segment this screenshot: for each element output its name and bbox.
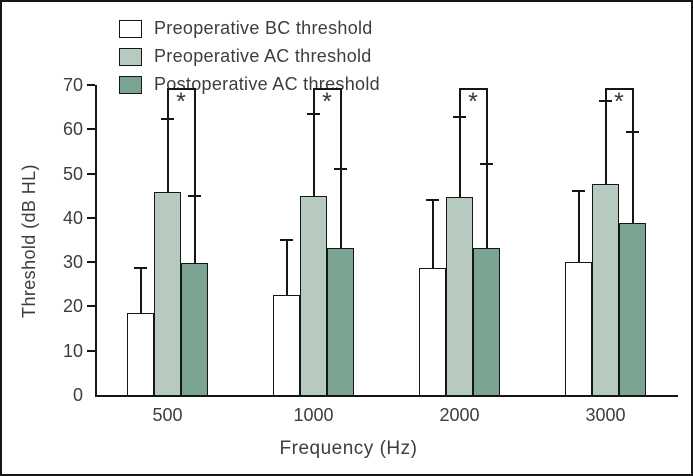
error-bar-cap xyxy=(161,117,174,120)
error-bar-cap xyxy=(599,99,612,102)
y-tick-label: 30 xyxy=(62,252,83,273)
x-tick-label: 500 xyxy=(152,405,183,425)
error-bar-stem xyxy=(631,131,634,224)
bar xyxy=(127,312,154,397)
bar xyxy=(300,196,327,397)
legend-item-0: Preoperative BC threshold xyxy=(119,18,373,39)
error-bar-cap xyxy=(334,167,347,170)
x-axis-line xyxy=(95,395,678,397)
sig-bracket-top xyxy=(604,88,634,91)
y-tick xyxy=(87,305,95,308)
significance-asterisk: * xyxy=(614,88,624,117)
error-bar-stem xyxy=(604,100,607,185)
error-bar-stem xyxy=(458,116,461,198)
legend-label: Preoperative AC threshold xyxy=(154,46,372,66)
legend-swatch-icon xyxy=(119,19,142,38)
sig-bracket-left xyxy=(458,88,461,117)
bar xyxy=(473,247,500,397)
error-bar-cap xyxy=(188,195,201,198)
legend-item-1: Preoperative AC threshold xyxy=(119,46,372,67)
error-bar-cap xyxy=(426,198,439,201)
error-bar-stem xyxy=(193,196,196,264)
y-tick-label: 10 xyxy=(62,340,83,361)
x-tick-label: 1000 xyxy=(293,405,334,425)
sig-bracket-left xyxy=(312,88,315,114)
y-tick-label: 0 xyxy=(72,385,83,405)
legend-swatch-icon xyxy=(119,47,142,66)
y-tick-label: 60 xyxy=(62,119,83,140)
y-tick-label: 40 xyxy=(62,207,83,228)
error-bar-cap xyxy=(572,189,585,192)
bar xyxy=(327,247,354,397)
error-bar-cap xyxy=(280,238,293,241)
error-bar-cap xyxy=(480,162,493,165)
x-tick-label: 2000 xyxy=(439,405,480,425)
x-tick-label: 3000 xyxy=(585,405,626,425)
y-tick xyxy=(87,349,95,352)
sig-bracket-top xyxy=(312,88,342,91)
significance-asterisk: * xyxy=(176,88,186,117)
y-tick xyxy=(87,216,95,219)
sig-bracket-right xyxy=(339,88,342,169)
significance-asterisk: * xyxy=(322,88,332,117)
significance-asterisk: * xyxy=(468,88,478,117)
bar xyxy=(154,192,181,397)
bar xyxy=(446,197,473,397)
bar xyxy=(619,223,646,397)
sig-bracket-top xyxy=(458,88,488,91)
y-tick-label: 70 xyxy=(62,75,83,95)
legend-label: Preoperative BC threshold xyxy=(154,18,373,38)
error-bar-stem xyxy=(139,267,142,313)
error-bar-stem xyxy=(485,163,488,248)
sig-bracket-left xyxy=(604,88,607,101)
bar xyxy=(565,262,592,397)
error-bar-cap xyxy=(307,112,320,115)
error-bar-stem xyxy=(431,199,434,268)
y-tick-label: 20 xyxy=(62,296,83,317)
error-bar-cap xyxy=(626,130,639,133)
y-tick xyxy=(87,261,95,264)
error-bar-cap xyxy=(453,115,466,118)
error-bar-cap xyxy=(134,266,147,269)
sig-bracket-right xyxy=(193,88,196,197)
y-tick xyxy=(87,172,95,175)
x-axis-title: Frequency (Hz) xyxy=(279,438,418,459)
bar xyxy=(592,184,619,397)
error-bar-stem xyxy=(312,113,315,197)
y-tick-label: 50 xyxy=(62,163,83,184)
y-tick xyxy=(87,84,95,86)
sig-bracket-top xyxy=(166,88,196,91)
error-bar-stem xyxy=(166,118,169,193)
sig-bracket-left xyxy=(166,88,169,119)
error-bar-stem xyxy=(285,239,288,296)
error-bar-stem xyxy=(577,190,580,263)
bar xyxy=(273,295,300,397)
sig-bracket-right xyxy=(631,88,634,132)
sig-bracket-right xyxy=(485,88,488,164)
legend-swatch-icon xyxy=(119,75,142,94)
bar xyxy=(419,267,446,397)
y-axis-line xyxy=(95,85,97,397)
error-bar-stem xyxy=(339,168,342,248)
bar xyxy=(181,263,208,397)
y-tick xyxy=(87,128,95,131)
